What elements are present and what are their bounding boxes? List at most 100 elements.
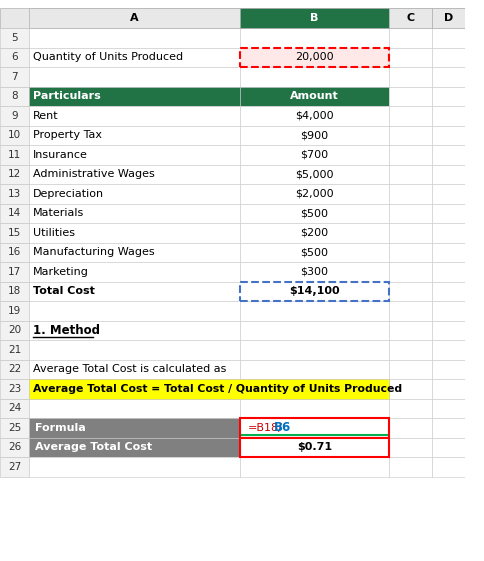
Bar — [29, 282, 240, 301]
Bar — [0, 48, 29, 67]
Bar — [431, 145, 465, 164]
Bar — [0, 184, 29, 204]
Bar — [388, 86, 431, 106]
Bar — [0, 301, 29, 320]
Bar — [240, 360, 388, 379]
Text: 9: 9 — [11, 111, 18, 121]
Bar — [240, 418, 388, 438]
Bar — [431, 262, 465, 282]
Bar — [240, 457, 388, 476]
Bar — [431, 340, 465, 360]
Bar — [431, 67, 465, 86]
Text: B6: B6 — [273, 421, 290, 434]
Bar — [431, 438, 465, 457]
Text: $2,000: $2,000 — [294, 188, 333, 199]
Bar — [240, 418, 388, 438]
Bar — [29, 223, 240, 242]
Text: Utilities: Utilities — [32, 228, 75, 238]
Bar — [0, 340, 29, 360]
Text: 27: 27 — [8, 462, 21, 472]
Bar — [431, 48, 465, 67]
Bar — [240, 320, 388, 340]
Text: Quantity of Units Produced: Quantity of Units Produced — [32, 52, 182, 62]
Bar — [388, 320, 431, 340]
Text: 20: 20 — [8, 325, 21, 335]
Text: 24: 24 — [8, 403, 21, 413]
Bar — [0, 320, 29, 340]
Text: 19: 19 — [8, 306, 21, 316]
Text: $200: $200 — [300, 228, 328, 238]
Bar — [431, 164, 465, 184]
Bar — [0, 438, 29, 457]
Text: Manufacturing Wages: Manufacturing Wages — [32, 247, 154, 257]
Text: $500: $500 — [300, 208, 328, 218]
Text: 26: 26 — [8, 442, 21, 452]
Bar — [240, 223, 388, 242]
Text: Average Total Cost: Average Total Cost — [34, 442, 151, 452]
Bar — [240, 242, 388, 262]
Text: 14: 14 — [8, 208, 21, 218]
Bar — [431, 360, 465, 379]
Bar — [388, 164, 431, 184]
Text: Amount: Amount — [289, 91, 338, 101]
Bar — [431, 8, 465, 28]
Text: Formula: Formula — [34, 423, 85, 433]
Text: 22: 22 — [8, 364, 21, 374]
Bar — [388, 145, 431, 164]
Text: =B18/: =B18/ — [247, 423, 282, 433]
Bar — [388, 48, 431, 67]
Bar — [240, 398, 388, 418]
Bar — [240, 8, 388, 28]
Bar — [0, 126, 29, 145]
Text: Average Total Cost is calculated as: Average Total Cost is calculated as — [32, 364, 226, 374]
Text: 25: 25 — [8, 423, 21, 433]
Text: $4,000: $4,000 — [294, 111, 333, 121]
Bar — [0, 418, 29, 438]
Bar — [240, 164, 388, 184]
Bar — [29, 340, 240, 360]
Bar — [29, 379, 388, 398]
Bar — [240, 282, 388, 301]
Bar — [0, 242, 29, 262]
Bar — [240, 28, 388, 48]
Bar — [29, 184, 240, 204]
Bar — [388, 28, 431, 48]
Text: 12: 12 — [8, 169, 21, 180]
Bar — [431, 282, 465, 301]
Bar — [388, 418, 431, 438]
Bar — [388, 457, 431, 476]
Bar — [29, 301, 240, 320]
Bar — [29, 48, 240, 67]
Bar — [388, 184, 431, 204]
Bar — [0, 360, 29, 379]
Bar — [240, 262, 388, 282]
Bar — [29, 86, 240, 106]
Bar — [240, 67, 388, 86]
Text: 20,000: 20,000 — [294, 52, 333, 62]
Bar — [431, 184, 465, 204]
Text: 13: 13 — [8, 188, 21, 199]
Bar — [240, 184, 388, 204]
Bar — [388, 282, 431, 301]
Bar — [0, 28, 29, 48]
Bar — [240, 204, 388, 223]
Bar — [29, 67, 240, 86]
Text: 16: 16 — [8, 247, 21, 257]
Bar — [0, 145, 29, 164]
Bar — [240, 379, 388, 398]
Bar — [29, 106, 240, 126]
Text: 8: 8 — [11, 91, 18, 101]
Text: 10: 10 — [8, 130, 21, 140]
Bar — [431, 28, 465, 48]
Text: A: A — [130, 13, 138, 23]
Bar — [240, 86, 388, 106]
Bar — [388, 126, 431, 145]
Bar — [388, 67, 431, 86]
Text: $0.71: $0.71 — [296, 442, 331, 452]
Bar — [29, 164, 240, 184]
Text: $500: $500 — [300, 247, 328, 257]
Bar — [0, 379, 29, 398]
Bar — [431, 379, 465, 398]
Bar — [388, 340, 431, 360]
Bar — [29, 360, 240, 379]
